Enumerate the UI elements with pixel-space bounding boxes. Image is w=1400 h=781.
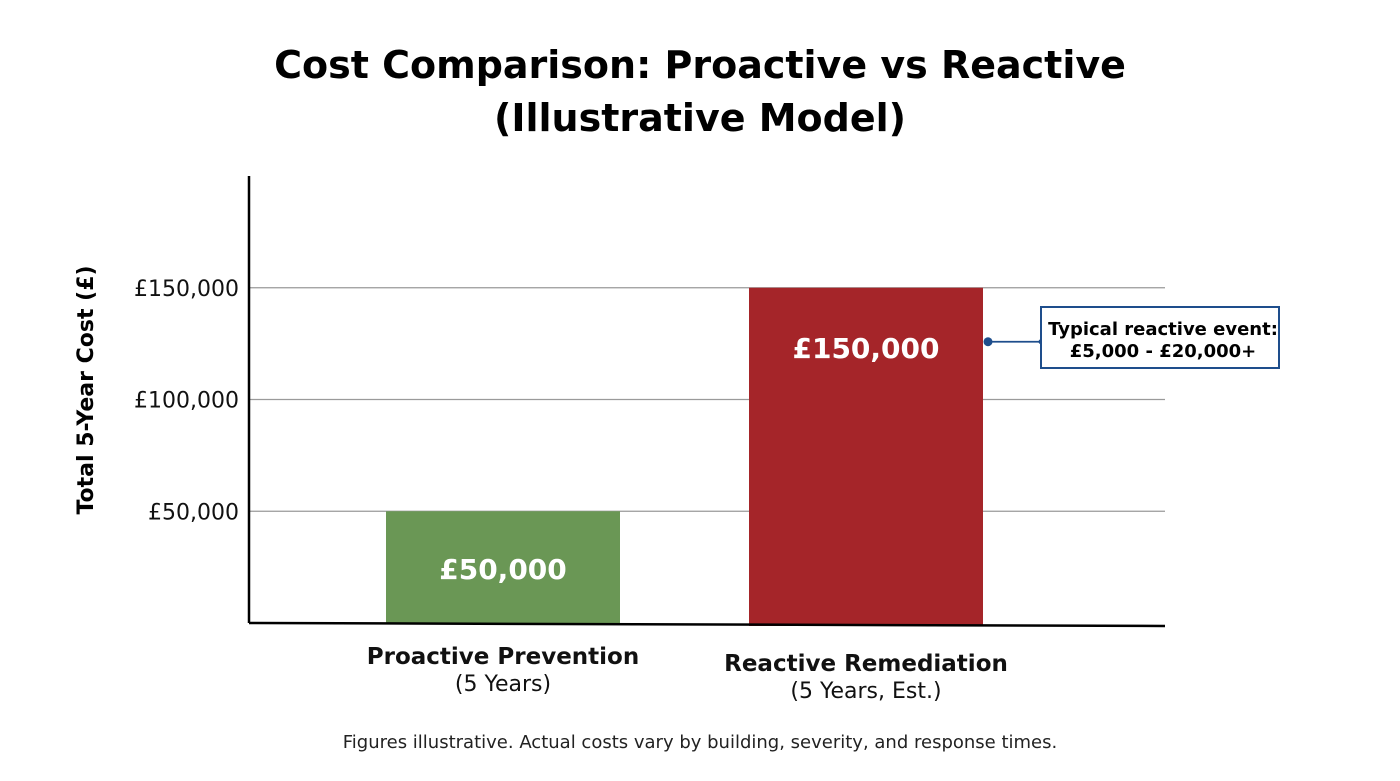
x-category-sublabel-0: (5 Years) — [455, 672, 551, 697]
x-axis-line — [248, 621, 1166, 628]
chart-title-line-2: (Illustrative Model) — [494, 96, 906, 140]
footnote: Figures illustrative. Actual costs vary … — [343, 732, 1057, 753]
x-category-sublabel-1: (5 Years, Est.) — [790, 679, 941, 704]
y-tick-label-1: £100,000 — [134, 389, 239, 414]
y-tick-labels: £50,000 £100,000 £150,000 — [134, 277, 239, 526]
annotation-dot — [983, 337, 993, 347]
x-category-label-0: Proactive Prevention — [367, 644, 639, 670]
annotation-box — [1040, 306, 1280, 369]
y-tick-label-0: £50,000 — [148, 500, 239, 525]
annotation: Typical reactive event:£5,000 - £20,000+ — [983, 306, 1280, 369]
bar-data-label-1: £150,000 — [792, 332, 939, 365]
annotation-text-line-1: Typical reactive event: — [1048, 319, 1278, 340]
y-tick-label-2: £150,000 — [134, 277, 239, 302]
x-category-labels: Proactive Prevention(5 Years) Reactive Re… — [367, 644, 1008, 704]
bar-1 — [749, 287, 983, 626]
gridlines — [249, 287, 1165, 512]
x-category-label-1: Reactive Remediation — [724, 651, 1008, 677]
bar-data-label-0: £50,000 — [439, 553, 567, 586]
bar-0 — [386, 511, 620, 623]
annotation-text-line-2: £5,000 - £20,000+ — [1070, 341, 1257, 362]
chart-title-line-1: Cost Comparison: Proactive vs Reactive — [274, 43, 1126, 87]
y-axis-label: Total 5-Year Cost (£) — [74, 265, 99, 514]
bars: £50,000 £150,000 — [386, 287, 983, 626]
